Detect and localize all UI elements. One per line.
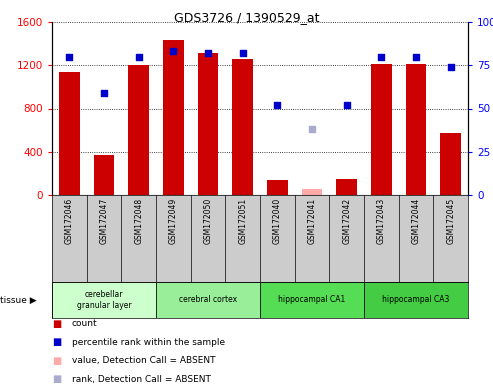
Bar	[156, 282, 260, 318]
Text: GDS3726 / 1390529_at: GDS3726 / 1390529_at	[174, 11, 319, 24]
Text: cerebellar
granular layer: cerebellar granular layer	[77, 290, 131, 310]
Text: hippocampal CA3: hippocampal CA3	[382, 296, 450, 305]
Text: rank, Detection Call = ABSENT: rank, Detection Call = ABSENT	[71, 375, 211, 384]
Text: cerebral cortex: cerebral cortex	[179, 296, 237, 305]
Text: GSM172049: GSM172049	[169, 198, 178, 244]
Text: count: count	[71, 319, 97, 328]
Text: ■: ■	[52, 338, 61, 348]
Point	[447, 64, 455, 70]
Point	[308, 126, 316, 132]
Text: GSM172042: GSM172042	[342, 198, 351, 244]
Text: GSM172046: GSM172046	[65, 198, 74, 244]
Bar	[198, 53, 218, 195]
Text: value, Detection Call = ABSENT: value, Detection Call = ABSENT	[71, 356, 215, 365]
Text: GSM172050: GSM172050	[204, 198, 212, 244]
Text: GSM172048: GSM172048	[134, 198, 143, 244]
Text: GSM172051: GSM172051	[238, 198, 247, 244]
Point	[412, 53, 420, 60]
Bar	[52, 282, 156, 318]
Point	[170, 48, 177, 55]
Bar	[260, 282, 364, 318]
Bar	[59, 72, 80, 195]
Bar	[267, 180, 288, 195]
Bar	[163, 40, 184, 195]
Bar	[302, 189, 322, 195]
Bar	[94, 155, 114, 195]
Bar	[336, 179, 357, 195]
Point	[135, 53, 142, 60]
Point	[66, 53, 73, 60]
Bar	[128, 65, 149, 195]
Bar	[406, 64, 426, 195]
Text: GSM172047: GSM172047	[100, 198, 108, 244]
Text: ■: ■	[52, 319, 61, 329]
Text: GSM172043: GSM172043	[377, 198, 386, 244]
Text: ■: ■	[52, 374, 61, 384]
Text: GSM172044: GSM172044	[412, 198, 421, 244]
Point	[239, 50, 246, 56]
Text: GSM172045: GSM172045	[446, 198, 455, 244]
Text: tissue ▶: tissue ▶	[0, 296, 37, 305]
Bar	[440, 133, 461, 195]
Text: percentile rank within the sample: percentile rank within the sample	[71, 338, 225, 347]
Point	[343, 102, 351, 108]
Text: ■: ■	[52, 356, 61, 366]
Point	[100, 90, 108, 96]
Text: GSM172040: GSM172040	[273, 198, 282, 244]
Point	[204, 50, 212, 56]
Text: hippocampal CA1: hippocampal CA1	[279, 296, 346, 305]
Bar	[364, 282, 468, 318]
Bar	[371, 64, 392, 195]
Point	[274, 102, 282, 108]
Bar	[232, 59, 253, 195]
Point	[377, 53, 385, 60]
Text: GSM172041: GSM172041	[308, 198, 317, 244]
